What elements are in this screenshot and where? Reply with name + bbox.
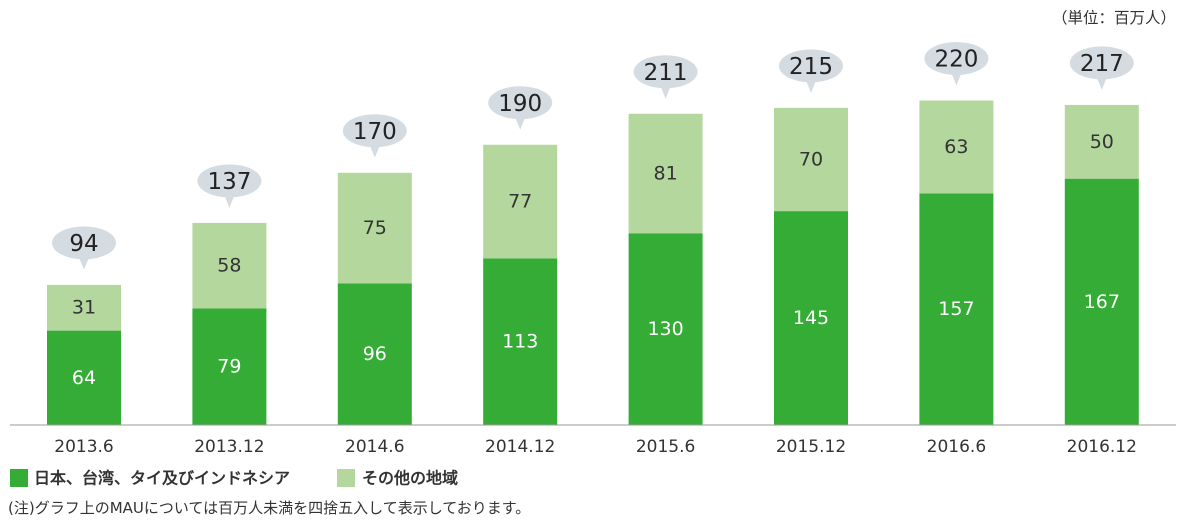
total-bubble-2013-12: 137 xyxy=(197,164,262,208)
value-label-core-markets-2014-12: 113 xyxy=(502,331,538,353)
value-label-core-markets-2013-12: 79 xyxy=(217,356,241,378)
legend-label-core-markets: 日本、台湾、タイ及びインドネシア xyxy=(34,469,290,488)
total-bubble-2015-6: 211 xyxy=(633,55,698,99)
total-bubble-2014-6: 170 xyxy=(342,114,407,158)
footnote: (注)グラフ上のMAUについては百万人未満を四捨五入して表示しております。 xyxy=(8,499,530,517)
total-label-2016-12: 217 xyxy=(1080,51,1124,77)
x-tick-label-2014-6: 2014.6 xyxy=(345,437,404,457)
total-label-2014-12: 190 xyxy=(498,91,542,117)
bar-other-regions-2016-12 xyxy=(1064,104,1139,179)
unit-note: （単位：百万人） xyxy=(1052,9,1176,27)
plot-area: 64 31 94 2013.6 79 58 137 2013.12 96 75 170 2014.6 1… xyxy=(47,42,1139,457)
bar-other-regions-2014-6 xyxy=(337,172,412,284)
total-bubble-2013-6: 94 xyxy=(52,226,116,270)
value-label-other-regions-2015-6: 81 xyxy=(654,163,678,185)
total-label-2013-12: 137 xyxy=(207,169,251,195)
bar-core-markets-2014-6 xyxy=(337,283,412,425)
x-tick-label-2015-12: 2015.12 xyxy=(776,437,846,457)
bar-core-markets-2016-12 xyxy=(1064,178,1139,425)
bar-other-regions-2015-6 xyxy=(628,113,703,234)
value-label-other-regions-2014-12: 77 xyxy=(508,191,532,213)
x-tick-label-2013-6: 2013.6 xyxy=(54,437,113,457)
value-label-other-regions-2016-12: 50 xyxy=(1090,131,1114,153)
value-label-core-markets-2015-6: 130 xyxy=(647,318,683,340)
total-bubble-2014-12: 190 xyxy=(488,86,553,130)
total-label-2015-6: 211 xyxy=(644,60,688,86)
value-label-other-regions-2014-6: 75 xyxy=(363,217,387,239)
value-label-other-regions-2013-12: 58 xyxy=(217,255,241,277)
bar-other-regions-2013-6 xyxy=(47,284,121,331)
total-bubble-shape-2014-12 xyxy=(488,86,553,120)
total-bubble-2015-12: 215 xyxy=(779,49,843,93)
total-bubble-2016-6: 220 xyxy=(924,42,989,86)
total-label-2016-6: 220 xyxy=(934,47,978,73)
bar-other-regions-2013-12 xyxy=(192,222,267,309)
total-label-2014-6: 170 xyxy=(353,119,397,145)
total-label-2013-6: 94 xyxy=(69,231,98,257)
bar-other-regions-2015-12 xyxy=(774,107,848,212)
legend-swatch-core-markets xyxy=(10,469,28,487)
total-bubble-2016-12: 217 xyxy=(1069,46,1134,90)
x-tick-label-2016-6: 2016.6 xyxy=(927,437,986,457)
total-bubble-shape-2016-12 xyxy=(1069,46,1134,80)
value-label-other-regions-2013-6: 31 xyxy=(72,297,96,319)
value-label-core-markets-2016-6: 157 xyxy=(938,298,974,320)
x-tick-label-2014-12: 2014.12 xyxy=(485,437,555,457)
bar-other-regions-2014-12 xyxy=(483,144,558,259)
x-tick-label-2013-12: 2013.12 xyxy=(194,437,264,457)
bar-other-regions-2016-6 xyxy=(919,100,994,194)
total-bubble-shape-2015-6 xyxy=(633,55,698,89)
value-label-other-regions-2015-12: 70 xyxy=(799,149,823,171)
value-label-core-markets-2013-6: 64 xyxy=(72,367,96,389)
bar-core-markets-2016-6 xyxy=(919,193,994,425)
value-label-other-regions-2016-6: 63 xyxy=(944,136,968,158)
x-tick-label-2015-6: 2015.6 xyxy=(636,437,695,457)
total-bubble-shape-2013-6 xyxy=(52,226,116,260)
total-label-2015-12: 215 xyxy=(789,54,833,80)
total-bubble-shape-2013-12 xyxy=(197,164,262,198)
value-label-core-markets-2014-6: 96 xyxy=(363,343,387,365)
legend-label-other-regions: その他の地域 xyxy=(362,469,458,488)
total-bubble-shape-2014-6 xyxy=(342,114,407,148)
legend-swatch-other-regions xyxy=(337,469,355,487)
total-bubble-shape-2015-12 xyxy=(779,49,843,83)
value-label-core-markets-2016-12: 167 xyxy=(1084,291,1120,313)
bar-core-markets-2015-12 xyxy=(774,211,848,425)
x-tick-label-2016-12: 2016.12 xyxy=(1067,437,1137,457)
bar-core-markets-2015-6 xyxy=(628,233,703,425)
value-label-core-markets-2015-12: 145 xyxy=(793,307,829,329)
legend: 日本、台湾、タイ及びインドネシア その他の地域 xyxy=(10,469,458,488)
bar-core-markets-2013-6 xyxy=(47,330,121,425)
total-bubble-shape-2016-6 xyxy=(924,42,989,75)
bar-core-markets-2013-12 xyxy=(192,308,267,425)
bar-core-markets-2014-12 xyxy=(483,258,558,425)
